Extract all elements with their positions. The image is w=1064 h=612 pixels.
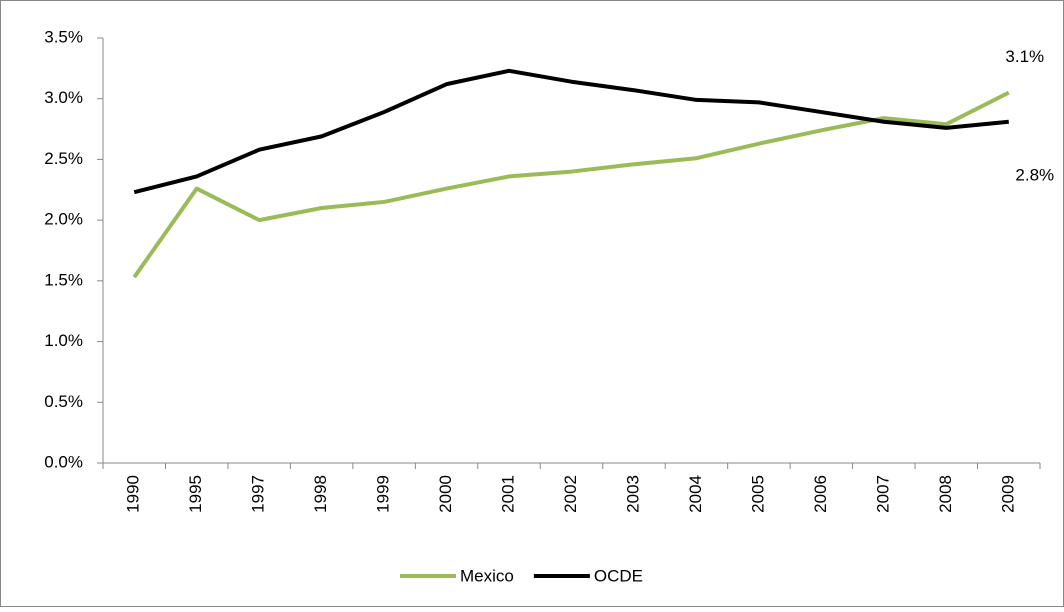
x-tick-label: 1998	[311, 475, 330, 513]
x-tick-label: 2004	[686, 475, 705, 513]
x-tick-label: 2001	[499, 475, 518, 513]
y-tick-label: 3.0%	[44, 88, 83, 107]
x-tick-label: 1999	[374, 475, 393, 513]
y-tick-label: 1.0%	[44, 331, 83, 350]
x-tick-label: 2009	[998, 475, 1017, 513]
y-tick-label: 2.5%	[44, 149, 83, 168]
x-tick-label: 1990	[124, 475, 143, 513]
x-tick-label: 1997	[249, 475, 268, 513]
y-tick-label: 1.5%	[44, 270, 83, 289]
series-line	[132, 90, 1010, 279]
x-tick-label: 2003	[623, 475, 642, 513]
x-tick-label: 2002	[561, 475, 580, 513]
y-tick-label: 2.0%	[44, 210, 83, 229]
legend-label: OCDE	[594, 566, 643, 585]
y-tick-label: 0.0%	[44, 452, 83, 471]
data-label: 3.1%	[1005, 47, 1044, 66]
legend-label: Mexico	[460, 566, 514, 585]
x-tick-label: 2000	[436, 475, 455, 513]
x-tick-label: 2006	[811, 475, 830, 513]
x-tick-label: 2008	[936, 475, 955, 513]
y-tick-label: 0.5%	[44, 392, 83, 411]
x-tick-label: 1995	[186, 475, 205, 513]
series-line	[133, 68, 1009, 195]
x-tick-label: 2005	[748, 475, 767, 513]
x-tick-label: 2007	[873, 475, 892, 513]
data-label: 2.8%	[1015, 165, 1054, 184]
y-tick-label: 3.5%	[44, 27, 83, 46]
